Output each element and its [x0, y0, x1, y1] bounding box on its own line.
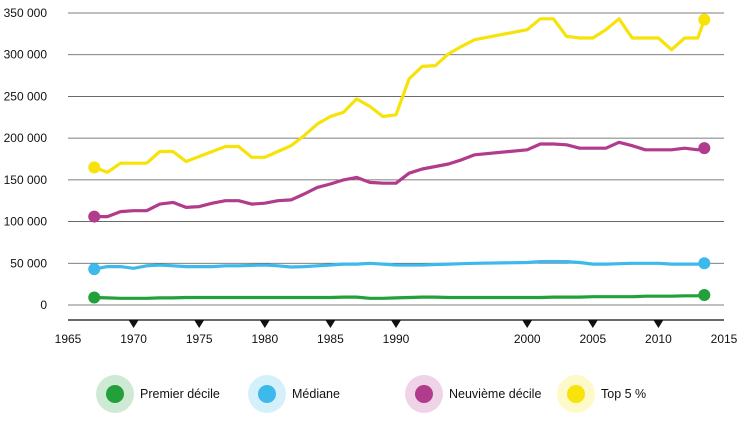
- y-tick-label: 350 000: [4, 6, 48, 20]
- line-chart: 0 50 000 100 000 150 000 200 000 250 000 300 0…: [4, 6, 738, 346]
- x-tick-label: 2015: [711, 332, 738, 346]
- y-tick-label: 300 000: [4, 48, 48, 62]
- legend-label: Médiane: [292, 387, 340, 401]
- x-tick-label: 1985: [317, 332, 344, 346]
- y-axis-ticks: 0 50 000 100 000 150 000 200 000 250 000 300 0…: [4, 6, 48, 312]
- series-start-point-neuvieme-decile: [88, 210, 101, 223]
- legend-item-premier-decile[interactable]: Premier décile: [96, 375, 220, 413]
- x-tick-marker: [391, 320, 401, 328]
- x-axis: 1965 1970 1975 1980 1985 1990 2000 2005 2010 2015: [55, 319, 738, 346]
- x-tick-marker: [259, 320, 270, 328]
- series-line-premier-decile: [92, 293, 706, 300]
- gridlines: [68, 12, 724, 306]
- x-tick-label: 1980: [251, 332, 278, 346]
- x-tick-marker: [522, 320, 533, 328]
- x-tick-label: 1990: [383, 332, 410, 346]
- series-line-top-5: [92, 17, 706, 174]
- legend-label: Top 5 %: [601, 387, 647, 401]
- legend-item-mediane[interactable]: Médiane: [248, 375, 340, 413]
- x-tick-label: 1965: [55, 332, 82, 346]
- series-end-point-mediane: [698, 257, 711, 270]
- y-tick-label: 200 000: [4, 131, 48, 145]
- x-tick-marker: [128, 320, 139, 328]
- series-line-neuvieme-decile: [92, 140, 706, 219]
- series-start-point-top-5: [88, 161, 101, 174]
- series-end-point-neuvieme-decile: [698, 142, 711, 155]
- y-tick-label: 150 000: [4, 173, 48, 187]
- x-tick-label: 2010: [645, 332, 672, 346]
- x-tick-marker: [325, 320, 336, 328]
- legend-swatch-top-5: [557, 375, 595, 413]
- x-tick-label: 1975: [186, 332, 213, 346]
- series-start-point-mediane: [88, 263, 101, 276]
- series-lines: [88, 13, 711, 304]
- legend-swatch-mediane: [248, 375, 286, 413]
- legend-swatch-neuvieme-decile: [405, 375, 443, 413]
- series-end-point-premier-decile: [698, 288, 711, 301]
- series-line-mediane: [92, 260, 706, 271]
- x-tick-label: 2005: [579, 332, 606, 346]
- legend-swatch-premier-decile: [96, 375, 134, 413]
- legend-label: Premier décile: [140, 387, 220, 401]
- series-start-point-premier-decile: [88, 291, 101, 304]
- y-tick-label: 0: [40, 298, 47, 312]
- y-tick-label: 250 000: [4, 89, 48, 103]
- series-end-point-top-5: [698, 13, 711, 26]
- legend: Premier décile Médiane Neuvième décile T…: [0, 368, 738, 421]
- x-tick-label: 1970: [120, 332, 147, 346]
- x-tick-marker: [194, 320, 205, 328]
- legend-item-top-5[interactable]: Top 5 %: [557, 375, 647, 413]
- x-tick-marker: [653, 320, 664, 328]
- x-tick-label: 2000: [514, 332, 541, 346]
- legend-item-neuvieme-decile[interactable]: Neuvième décile: [405, 375, 542, 413]
- y-tick-label: 50 000: [10, 256, 47, 270]
- x-tick-marker: [587, 320, 598, 328]
- y-tick-label: 100 000: [4, 215, 48, 229]
- legend-label: Neuvième décile: [449, 387, 542, 401]
